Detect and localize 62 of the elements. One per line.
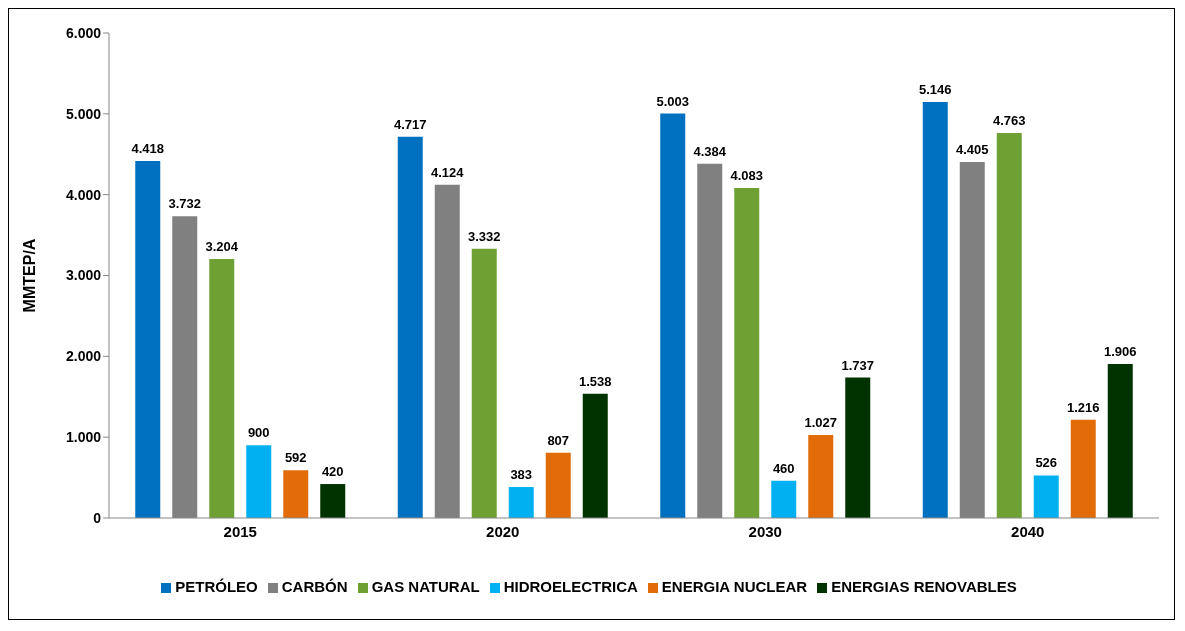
bar	[397, 136, 423, 518]
x-tick-label: 2015	[223, 522, 257, 540]
y-tick-label: 4.000	[65, 186, 102, 203]
data-label: 4.124	[430, 164, 465, 180]
data-label: 1.737	[841, 357, 875, 373]
bar	[582, 393, 608, 518]
data-label: 592	[284, 450, 307, 466]
bar	[246, 445, 272, 518]
bar	[1033, 475, 1059, 518]
data-label: 4.384	[693, 143, 727, 159]
y-axis-title: MMTEP/A	[20, 238, 38, 313]
bar	[135, 160, 161, 518]
data-label: 5.146	[918, 82, 952, 98]
data-label: 4.763	[992, 112, 1026, 128]
bar	[209, 259, 235, 518]
data-label: 1.538	[578, 373, 612, 389]
bar	[845, 377, 871, 518]
bar	[508, 487, 534, 518]
bar	[996, 132, 1022, 518]
data-label: 3.332	[467, 228, 501, 244]
legend-label: ENERGIA NUCLEAR	[661, 578, 808, 595]
bar	[808, 434, 834, 518]
data-label: 4.083	[730, 167, 764, 183]
bar	[283, 470, 309, 518]
data-label: 526	[1035, 455, 1058, 471]
legend-label: CARBÓN	[281, 578, 348, 595]
legend-label: PETRÓLEO	[175, 578, 258, 595]
data-label: 5.003	[656, 93, 690, 109]
bar	[771, 480, 797, 518]
x-tick-label: 2020	[486, 522, 520, 540]
legend-label: HIDROELECTRICA	[503, 578, 638, 595]
y-tick-label: 0	[93, 509, 102, 526]
y-tick-label: 6.000	[65, 24, 102, 41]
bar	[471, 248, 497, 518]
x-tick-label: 2030	[748, 522, 782, 540]
bar	[734, 187, 760, 518]
data-label: 460	[772, 460, 795, 476]
data-label: 383	[510, 467, 533, 483]
bar	[1107, 363, 1133, 518]
data-label: 4.405	[955, 141, 989, 157]
y-tick-label: 2.000	[65, 348, 102, 365]
bar	[545, 452, 571, 518]
bar	[1070, 419, 1096, 518]
data-label: 420	[321, 464, 344, 480]
data-label: 1.027	[804, 414, 838, 430]
data-label: 900	[247, 425, 270, 441]
data-label: 807	[547, 432, 570, 448]
bar	[320, 484, 346, 518]
data-label: 3.732	[168, 196, 202, 212]
y-tick-label: 1.000	[65, 429, 102, 446]
data-label: 1.906	[1103, 343, 1137, 359]
legend-label: ENERGIAS RENOVABLES	[831, 578, 1017, 595]
x-tick-label: 2040	[1011, 522, 1045, 540]
legend-label: GAS NATURAL	[371, 578, 480, 595]
bar	[922, 102, 948, 518]
data-label: 4.717	[393, 116, 427, 132]
y-tick-label: 5.000	[65, 105, 102, 122]
data-label: 3.204	[205, 239, 239, 255]
y-tick-label: 3.000	[65, 267, 102, 284]
data-label: 4.418	[131, 140, 165, 156]
data-label: 1.216	[1066, 399, 1100, 415]
bar	[660, 113, 686, 518]
